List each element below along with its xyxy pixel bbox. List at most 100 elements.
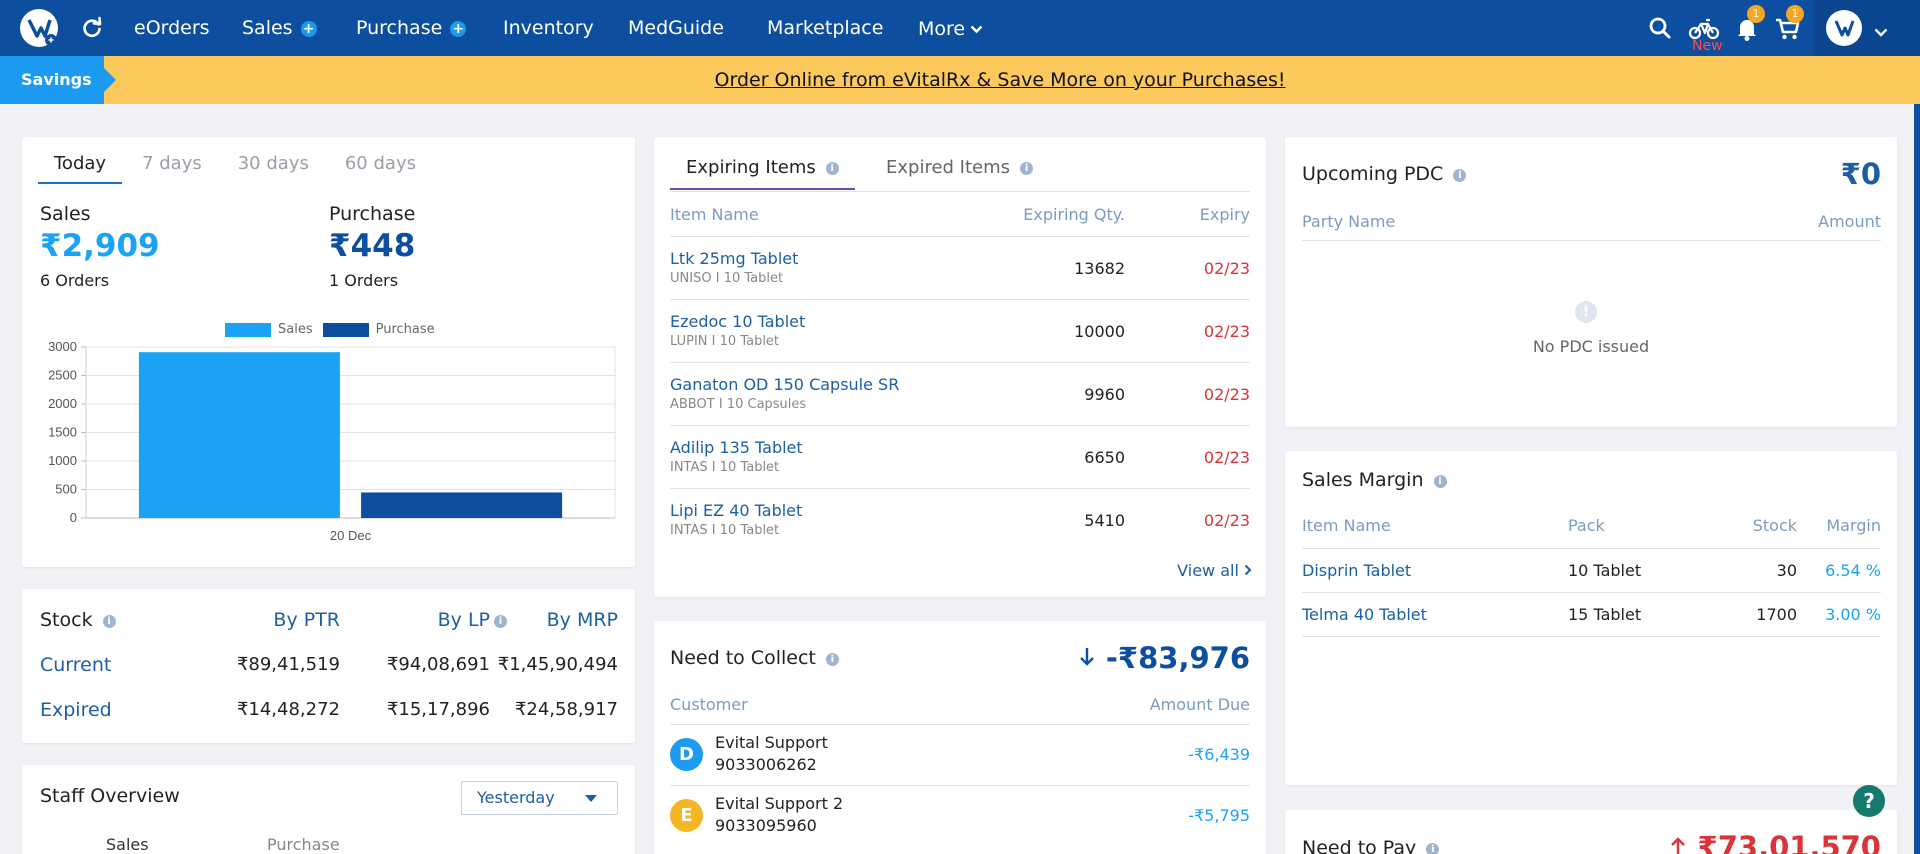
staff-overview-card: Staff Overview Yesterday Sales Purchase	[22, 765, 635, 854]
nav-sales-label: Sales	[242, 17, 293, 39]
list-item[interactable]: D Evital Support 9033006262 -₹6,439	[654, 725, 1266, 786]
stock-col-by-mrp[interactable]: By MRP	[546, 609, 618, 631]
avatar	[1826, 10, 1862, 46]
upcoming-pdc-total: ₹0	[1840, 157, 1881, 191]
col-item-name: Item Name	[1302, 516, 1391, 535]
delivery-bike-icon[interactable]	[1688, 14, 1720, 42]
stock-expired-lp: ₹15,17,896	[386, 699, 490, 720]
item-pack: 10 Tablet	[719, 523, 780, 538]
search-icon[interactable]	[1646, 14, 1674, 42]
expiring-info-icon[interactable]: i	[825, 162, 839, 175]
sales-purchase-card: Today 7 days 30 days 60 days Sales ₹2,90…	[22, 137, 635, 567]
nav-purchase[interactable]: Purchase +	[356, 0, 467, 56]
stock-title-label: Stock	[40, 609, 93, 631]
view-all-link[interactable]: View all	[1177, 561, 1252, 580]
nav-inventory[interactable]: Inventory	[503, 17, 594, 39]
nav-eorders[interactable]: eOrders	[134, 17, 210, 39]
stock-info-icon[interactable]: i	[102, 615, 116, 628]
order-online-link[interactable]: Order Online from eVitalRx & Save More o…	[714, 69, 1286, 91]
refresh-icon[interactable]	[80, 16, 104, 40]
table-row[interactable]: Telma 40 Tablet 15 Tablet 1700 3.00 %	[1285, 593, 1897, 637]
item-name[interactable]: Adilip 135 Tablet	[670, 438, 803, 457]
tab-today[interactable]: Today	[38, 153, 123, 184]
table-row[interactable]: Ezedoc 10 Tablet LUPIN I 10 Tablet 10000…	[654, 300, 1266, 363]
savings-tag: Savings	[0, 56, 116, 104]
pay-info-icon[interactable]: i	[1426, 843, 1440, 854]
tab-expired-items-label: Expired Items	[886, 157, 1011, 178]
col-party-name: Party Name	[1302, 212, 1396, 231]
item-expiry: 02/23	[1203, 385, 1250, 404]
tab-7-days[interactable]: 7 days	[142, 153, 202, 174]
table-row[interactable]: Ltk 25mg Tablet UNISO I 10 Tablet 13682 …	[654, 237, 1266, 300]
upcoming-pdc-card: Upcoming PDC i ₹0 Party Name Amount ! No …	[1285, 137, 1897, 427]
add-sale-plus-icon[interactable]: +	[300, 21, 317, 37]
item-mfr: LUPIN	[670, 334, 708, 349]
tabs-divider	[670, 191, 1250, 192]
margin-info-icon[interactable]: i	[1433, 475, 1447, 488]
bell-icon[interactable]	[1733, 14, 1761, 42]
item-name[interactable]: Ltk 25mg Tablet	[670, 249, 799, 268]
margin-item-name[interactable]: Telma 40 Tablet	[1302, 605, 1427, 624]
row-divider	[670, 785, 1250, 786]
table-row[interactable]: Disprin Tablet 10 Tablet 30 6.54 %	[1285, 549, 1897, 593]
stock-col-by-lp[interactable]: By LP i	[382, 609, 507, 631]
col-expiry: Expiry	[1199, 205, 1250, 224]
item-meta: INTAS I 10 Tablet	[670, 460, 779, 475]
app-logo-icon[interactable]	[20, 9, 58, 47]
profile-chevron-down-icon	[1874, 23, 1888, 42]
need-to-pay-total-value: ₹73,01,570	[1697, 830, 1881, 854]
help-button[interactable]: ?	[1853, 785, 1885, 817]
margin-item-name[interactable]: Disprin Tablet	[1302, 561, 1412, 580]
item-name[interactable]: Lipi EZ 40 Tablet	[670, 501, 803, 520]
nav-more[interactable]: More	[918, 0, 983, 56]
row-divider	[1302, 592, 1881, 593]
chart-y-tick-label: 0	[70, 510, 77, 525]
expired-info-icon[interactable]: i	[1020, 162, 1034, 175]
tab-60-days[interactable]: 60 days	[344, 153, 416, 174]
page-scrollbar[interactable]	[1914, 104, 1920, 854]
row-divider	[1302, 636, 1881, 637]
sales-margin-title-label: Sales Margin	[1302, 469, 1424, 491]
need-to-pay-total: ₹73,01,570	[1669, 830, 1881, 854]
table-row[interactable]: Lipi EZ 40 Tablet INTAS I 10 Tablet 5410…	[654, 489, 1266, 552]
chart-y-tick-label: 500	[55, 482, 77, 497]
stock-row-current-label[interactable]: Current	[40, 654, 112, 676]
stock-row-expired-label[interactable]: Expired	[40, 699, 112, 721]
legend-label-purchase: Purchase	[375, 322, 435, 337]
list-item[interactable]: E Evital Support 2 9033095960 -₹5,795	[654, 786, 1266, 847]
item-pack: 10 Capsules	[726, 397, 807, 412]
margin-item-pack: 10 Tablet	[1568, 561, 1642, 580]
profile-menu[interactable]	[1814, 0, 1920, 56]
table-row[interactable]: Adilip 135 Tablet INTAS I 10 Tablet 6650…	[654, 426, 1266, 489]
tab-expiring-items[interactable]: Expiring Items i	[670, 157, 855, 190]
customer-name[interactable]: Evital Support 2	[715, 794, 844, 813]
item-expiry: 02/23	[1203, 511, 1250, 530]
staff-period-dropdown[interactable]: Yesterday	[461, 781, 618, 815]
need-to-pay-title-label: Need to Pay	[1302, 837, 1417, 854]
by-lp-info-icon[interactable]: i	[494, 615, 507, 628]
need-to-pay-title: Need to Pay i	[1302, 837, 1440, 854]
cart-icon[interactable]	[1774, 14, 1802, 42]
nav-marketplace[interactable]: Marketplace	[767, 17, 884, 39]
nav-medguide[interactable]: MedGuide	[628, 17, 724, 39]
item-name[interactable]: Ezedoc 10 Tablet	[670, 312, 806, 331]
pdc-info-icon[interactable]: i	[1453, 169, 1467, 182]
stock-col-by-ptr[interactable]: By PTR	[273, 609, 340, 631]
chart-x-tick-label: 20 Dec	[330, 528, 372, 543]
stock-expired-mrp: ₹24,58,917	[514, 699, 618, 720]
stock-current-lp: ₹94,08,691	[386, 654, 490, 675]
item-meta: LUPIN I 10 Tablet	[670, 334, 779, 349]
row-divider	[670, 488, 1250, 489]
tab-30-days[interactable]: 30 days	[237, 153, 309, 174]
nav-sales[interactable]: Sales +	[242, 0, 317, 56]
collect-info-icon[interactable]: i	[825, 653, 839, 666]
table-row[interactable]: Ganaton OD 150 Capsule SR ABBOT I 10 Cap…	[654, 363, 1266, 426]
customer-name[interactable]: Evital Support	[715, 733, 828, 752]
staff-col-purchase: Purchase	[267, 835, 340, 854]
tab-expired-items[interactable]: Expired Items i	[870, 157, 1049, 178]
caret-down-icon	[585, 795, 597, 802]
item-name[interactable]: Ganaton OD 150 Capsule SR	[670, 375, 900, 394]
avatar: E	[670, 799, 703, 832]
chart-y-tick-label: 2500	[48, 368, 77, 383]
add-purchase-plus-icon[interactable]: +	[450, 21, 467, 37]
